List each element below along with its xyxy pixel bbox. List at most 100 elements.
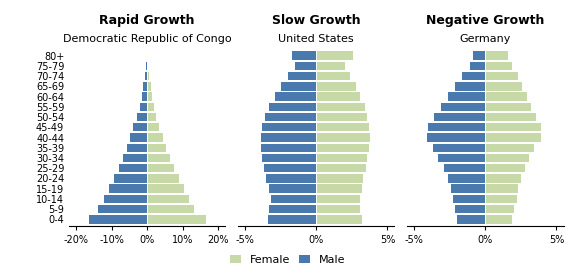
Bar (485, 133, 540, 142)
Bar (316, 103, 365, 111)
Bar (147, 62, 148, 70)
Bar (147, 144, 166, 152)
Bar (485, 62, 512, 70)
Bar (109, 185, 147, 193)
Bar (143, 82, 147, 90)
Bar (316, 174, 363, 183)
Bar (485, 174, 521, 183)
Bar (441, 103, 485, 111)
Bar (316, 51, 353, 60)
Bar (485, 164, 525, 172)
Legend: Female, Male: Female, Male (225, 251, 350, 270)
Bar (316, 195, 361, 203)
Bar (485, 144, 534, 152)
Bar (485, 195, 516, 203)
Bar (316, 92, 361, 101)
Bar (104, 195, 147, 203)
Bar (316, 164, 366, 172)
Bar (316, 133, 370, 142)
Bar (130, 133, 147, 142)
Bar (485, 123, 540, 131)
Bar (275, 92, 316, 101)
Bar (316, 123, 369, 131)
Bar (316, 144, 369, 152)
Bar (316, 82, 356, 90)
Bar (457, 215, 485, 224)
Bar (146, 62, 147, 70)
Bar (268, 215, 316, 224)
Bar (448, 174, 485, 183)
Bar (114, 174, 147, 183)
Bar (127, 144, 147, 152)
Bar (269, 185, 316, 193)
Bar (263, 164, 316, 172)
Bar (147, 195, 189, 203)
Bar (295, 62, 316, 70)
Text: Slow Growth: Slow Growth (272, 14, 361, 27)
Bar (316, 205, 361, 213)
Bar (485, 103, 531, 111)
Bar (316, 215, 362, 224)
Bar (485, 82, 522, 90)
Bar (262, 154, 316, 162)
Bar (147, 103, 154, 111)
Bar (485, 215, 512, 224)
Text: United States: United States (278, 34, 354, 44)
Text: Rapid Growth: Rapid Growth (99, 14, 195, 27)
Bar (316, 62, 344, 70)
Text: Negative Growth: Negative Growth (426, 14, 545, 27)
Bar (261, 133, 316, 142)
Bar (451, 185, 485, 193)
Bar (485, 154, 530, 162)
Bar (462, 72, 485, 80)
Bar (262, 123, 316, 131)
Bar (485, 185, 518, 193)
Bar (427, 133, 485, 142)
Bar (137, 113, 147, 121)
Bar (316, 185, 362, 193)
Bar (142, 92, 147, 101)
Bar (147, 215, 206, 224)
Bar (485, 92, 527, 101)
Bar (316, 154, 367, 162)
Bar (147, 164, 174, 172)
Bar (147, 185, 184, 193)
Bar (470, 62, 485, 70)
Bar (448, 92, 485, 101)
Bar (133, 123, 147, 131)
Bar (89, 215, 147, 224)
Bar (266, 174, 316, 183)
Bar (147, 174, 179, 183)
Bar (147, 92, 152, 101)
Bar (271, 195, 316, 203)
Bar (316, 113, 367, 121)
Bar (145, 72, 147, 80)
Bar (269, 103, 316, 111)
Bar (455, 82, 485, 90)
Bar (269, 205, 316, 213)
Bar (261, 144, 316, 152)
Bar (292, 51, 316, 60)
Bar (434, 113, 485, 121)
Bar (147, 205, 194, 213)
Bar (281, 82, 316, 90)
Bar (147, 113, 156, 121)
Bar (485, 51, 508, 60)
Bar (432, 144, 485, 152)
Bar (124, 154, 147, 162)
Bar (147, 133, 163, 142)
Bar (438, 154, 485, 162)
Bar (455, 205, 485, 213)
Bar (485, 205, 513, 213)
Bar (265, 113, 316, 121)
Bar (453, 195, 485, 203)
Bar (147, 72, 149, 80)
Bar (147, 82, 151, 90)
Bar (147, 154, 170, 162)
Bar (485, 113, 536, 121)
Bar (98, 205, 147, 213)
Bar (147, 123, 159, 131)
Bar (485, 72, 518, 80)
Bar (140, 103, 147, 111)
Bar (428, 123, 485, 131)
